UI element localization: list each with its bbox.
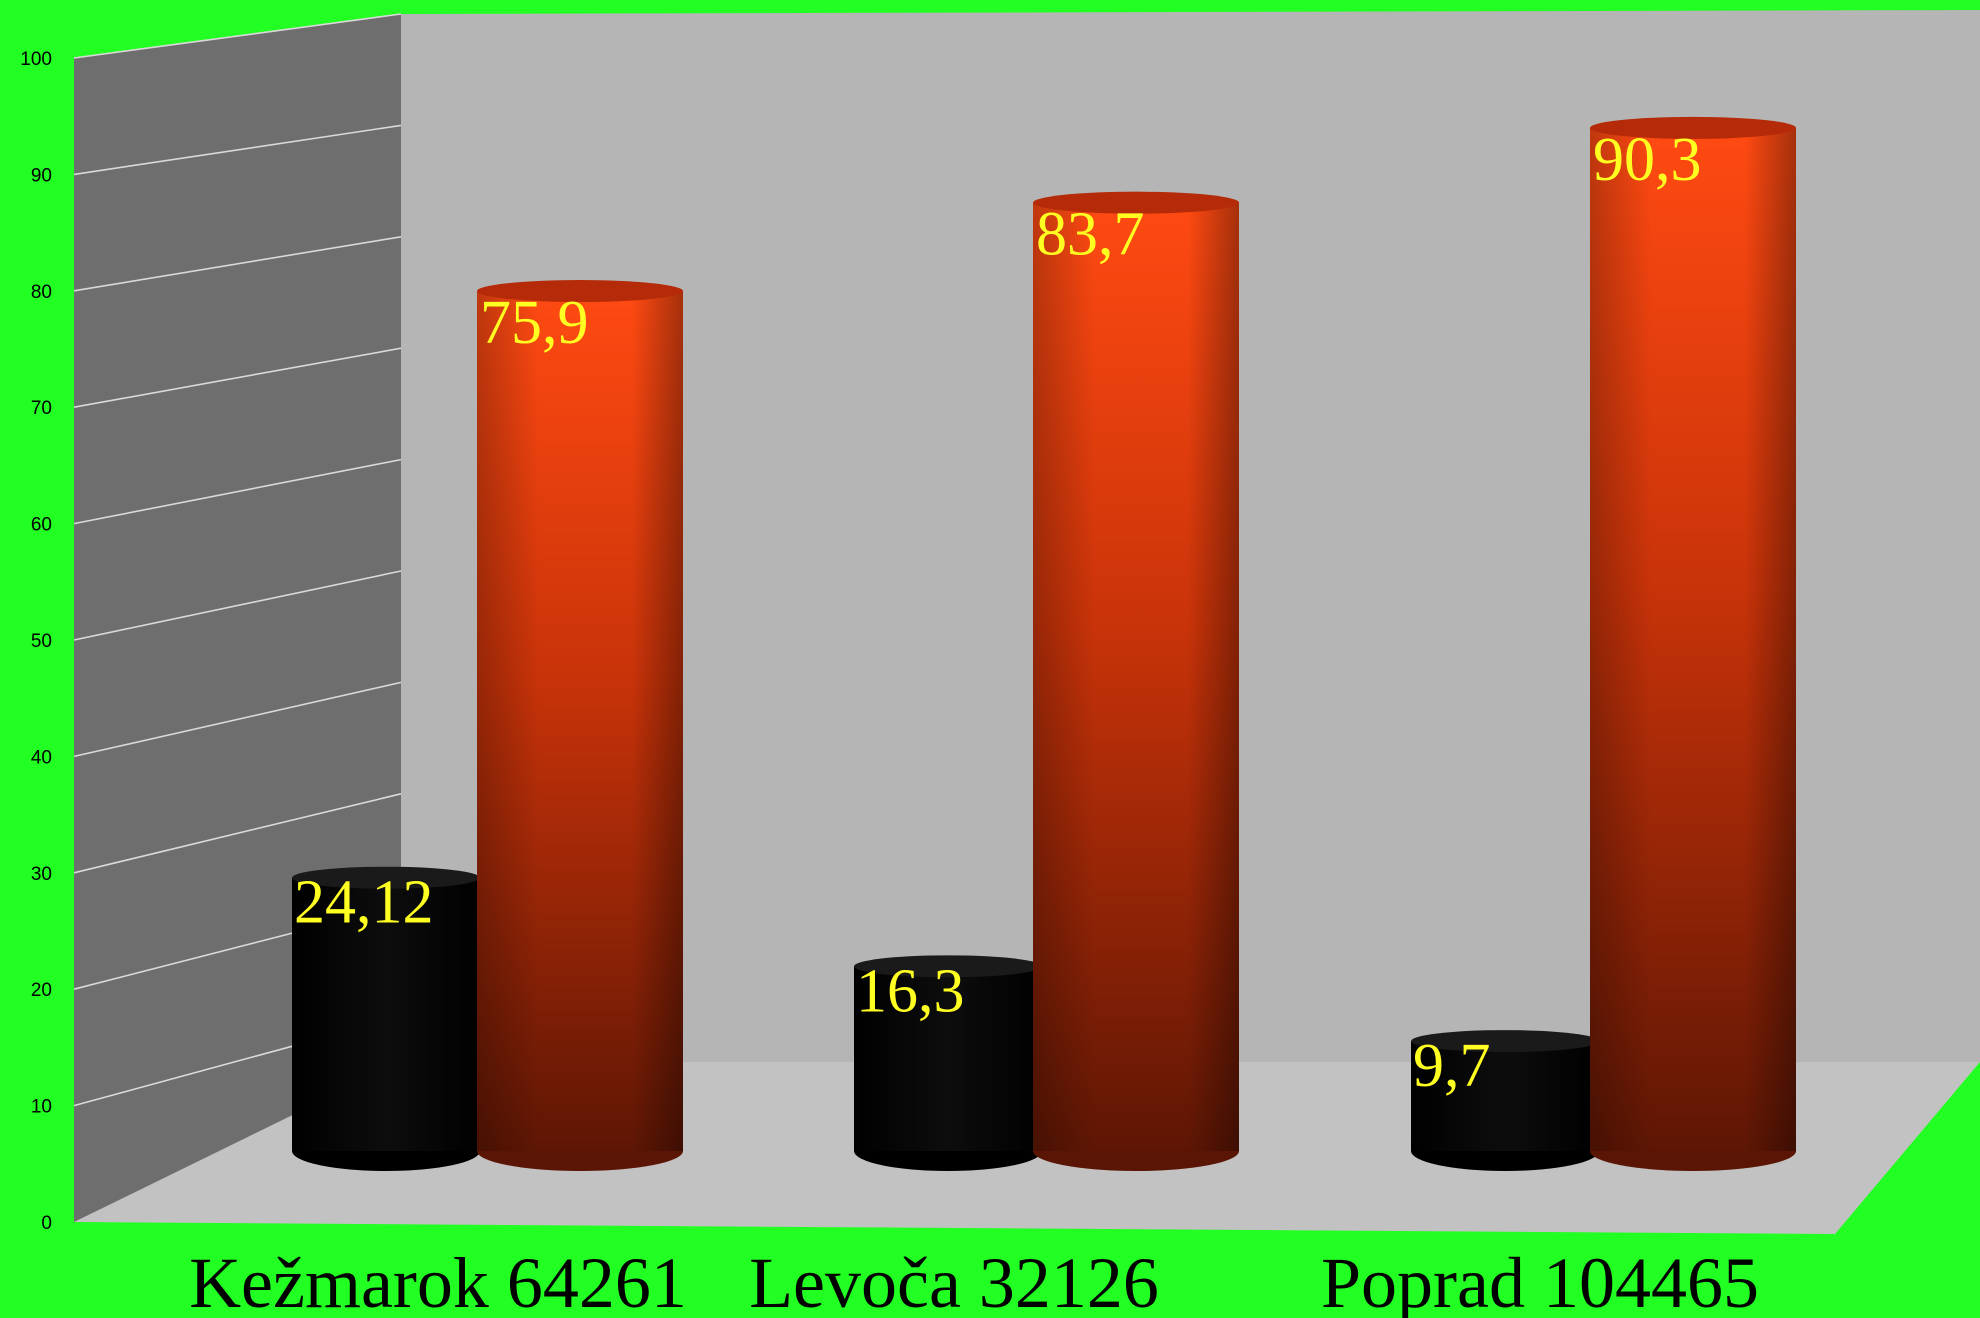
gridline [73,570,402,641]
bar-2-2 [1033,191,1239,1171]
gridline [73,793,402,874]
bar-shade [1033,202,1239,1151]
bar-1-1 [292,866,480,1171]
bar-2-3 [1590,116,1796,1171]
data-label: 75,9 [480,289,589,357]
bar-top [1590,116,1796,139]
bar-shade [477,291,683,1152]
data-labels: 24,12 75,9 16,3 83,7 9,7 90,3 [294,126,1702,1100]
gridline [73,458,402,525]
y-tick-label: 70 [31,398,52,419]
y-tick-label: 90 [31,165,52,186]
bar-top [477,280,683,303]
gridline [73,236,402,292]
x-axis-labels: Kežmarok 64261 Levoča 32126 Poprad 104465 [189,1243,1759,1318]
bars [292,116,1796,1171]
bar-body [292,877,480,1151]
x-category-label: Poprad 104465 [1321,1243,1759,1318]
data-label: 9,7 [1413,1032,1491,1100]
bar-body [854,966,1042,1151]
y-tick-label: 0 [41,1213,52,1234]
y-tick-label: 60 [31,515,52,536]
gridline [73,124,402,176]
y-axis-ticks: 0 10 20 30 40 50 60 70 80 90 100 [20,49,52,1234]
bar-top [1411,1030,1599,1053]
y-tick-label: 80 [31,282,52,303]
data-label: 24,12 [294,869,434,937]
y-tick-label: 30 [31,864,52,885]
x-category-label: Levoča 32126 [749,1243,1159,1318]
x-category-label: Kežmarok 64261 [189,1243,687,1318]
bar-top [1033,191,1239,214]
y-tick-label: 50 [31,631,52,652]
bar-1-3 [1411,1030,1599,1171]
gridline [73,347,402,408]
y-tick-label: 40 [31,747,52,768]
data-label: 90,3 [1593,126,1702,194]
y-tick-label: 10 [31,1097,52,1118]
bar-top [292,866,480,889]
y-tick-label: 20 [31,980,52,1001]
bar-2-1 [477,280,683,1171]
data-label: 16,3 [856,957,965,1025]
data-label: 83,7 [1036,201,1145,269]
gridline [73,13,402,59]
bar-shade [1590,127,1796,1151]
bar-1-2 [854,955,1042,1171]
gridline [73,681,402,758]
bar-top [854,955,1042,978]
gridlines [73,13,402,1107]
bar-body [1411,1041,1599,1151]
y-tick-label: 100 [20,49,52,70]
